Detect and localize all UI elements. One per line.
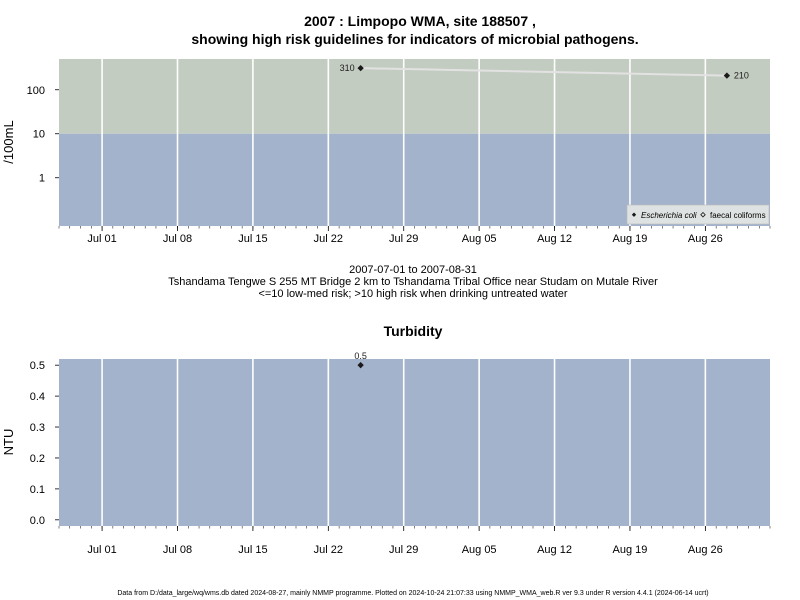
ecoli-x-tick-label: Jul 08 xyxy=(163,233,192,245)
turbidity-x-tick-label: Aug 26 xyxy=(688,544,723,556)
ecoli-x-tick-label: Jul 22 xyxy=(314,233,343,245)
turbidity-title: Turbidity xyxy=(384,323,443,339)
ecoli-x-tick-label: Jul 01 xyxy=(87,233,116,245)
legend-faecal-label: faecal coliforms xyxy=(710,211,766,220)
turbidity-plot-area xyxy=(59,359,770,526)
ecoli-series-line xyxy=(360,67,727,77)
turbidity-y-tick-label: 0.3 xyxy=(30,422,45,434)
turbidity-y-axis: 0.0 0.1 0.2 0.3 0.4 0.5 xyxy=(30,360,59,527)
site-description: Tshandama Tengwe S 255 MT Bridge 2 km to… xyxy=(168,276,658,288)
turbidity-y-tick-label: 0.2 xyxy=(30,453,45,465)
turbidity-panel: Turbidity 0.00.10.20.30.40.5 Jul 01 Jul 0… xyxy=(1,323,771,556)
ecoli-point xyxy=(723,72,731,79)
ecoli-point xyxy=(357,64,364,72)
legend-ecoli-marker xyxy=(631,212,637,217)
ecoli-y-tick-label: 1 xyxy=(39,173,45,185)
turbidity-x-tick-label: Jul 15 xyxy=(238,544,267,556)
ecoli-point-label: 210 xyxy=(734,71,749,81)
turbidity-x-tick-label: Jul 01 xyxy=(87,544,116,556)
turbidity-y-tick-label: 0.5 xyxy=(30,360,45,372)
date-range: 2007-07-01 to 2007-08-31 xyxy=(349,264,477,276)
ecoli-series: 310 210 xyxy=(340,63,749,80)
turbidity-series: 0.5 xyxy=(354,351,367,369)
ecoli-x-axis: Jul 01 Jul 08 Jul 15 Jul 22 Jul 29 Aug 05 Aug … xyxy=(58,226,771,245)
ecoli-x-tick-label: Aug 26 xyxy=(688,233,723,245)
turbidity-grid xyxy=(101,359,707,526)
turbidity-x-tick-label: Aug 05 xyxy=(462,544,497,556)
ecoli-panel: 1 10 100 Jul 01 Jul 08 Jul 15 Jul 22 Jul 29 Aug… xyxy=(1,59,771,245)
chart-title-line-2: showing high risk guidelines for indicat… xyxy=(191,31,638,47)
turbidity-point xyxy=(357,362,364,369)
turbidity-y-tick-label: 0.4 xyxy=(30,391,45,403)
chart-title-line-1: 2007 : Limpopo WMA, site 188507 , xyxy=(304,13,536,29)
ecoli-x-tick-label: Aug 19 xyxy=(613,233,648,245)
turbidity-x-tick-label: Jul 22 xyxy=(314,544,343,556)
turbidity-x-axis: Jul 01 Jul 08 Jul 15 Jul 22 Jul 29 Aug 05 Aug … xyxy=(58,526,771,556)
risk-guideline-note: <=10 low-med risk; >10 high risk when dr… xyxy=(258,288,567,300)
turbidity-x-tick-label: Aug 12 xyxy=(537,544,572,556)
turbidity-point-label: 0.5 xyxy=(354,351,367,361)
turbidity-y-tick-label: 0.1 xyxy=(30,484,45,496)
ecoli-x-tick-label: Aug 05 xyxy=(462,233,497,245)
turbidity-y-axis-label: NTU xyxy=(1,429,16,456)
ecoli-grid xyxy=(101,59,707,226)
ecoli-y-axis: 1 10 100 xyxy=(27,85,59,185)
legend: Escherichia coli faecal coliforms xyxy=(626,204,770,225)
ecoli-x-tick-label: Jul 29 xyxy=(389,233,418,245)
turbidity-x-tick-label: Jul 08 xyxy=(163,544,192,556)
ecoli-point-label: 310 xyxy=(340,63,355,73)
data-source-footer: Data from D:/data_large/wq/wms.db dated … xyxy=(117,590,708,597)
ecoli-y-tick-label: 100 xyxy=(27,85,45,97)
ecoli-x-tick-label: Jul 15 xyxy=(238,233,267,245)
ecoli-x-tick-label: Aug 12 xyxy=(537,233,572,245)
ecoli-y-tick-label: 10 xyxy=(33,129,45,141)
turbidity-y-tick-label: 0.0 xyxy=(30,515,45,527)
ecoli-y-axis-label: /100mL xyxy=(1,120,16,163)
legend-faecal-marker xyxy=(700,211,706,218)
legend-ecoli-label: Escherichia coli xyxy=(641,211,697,220)
turbidity-x-tick-label: Jul 29 xyxy=(389,544,418,556)
turbidity-x-tick-label: Aug 19 xyxy=(613,544,648,556)
